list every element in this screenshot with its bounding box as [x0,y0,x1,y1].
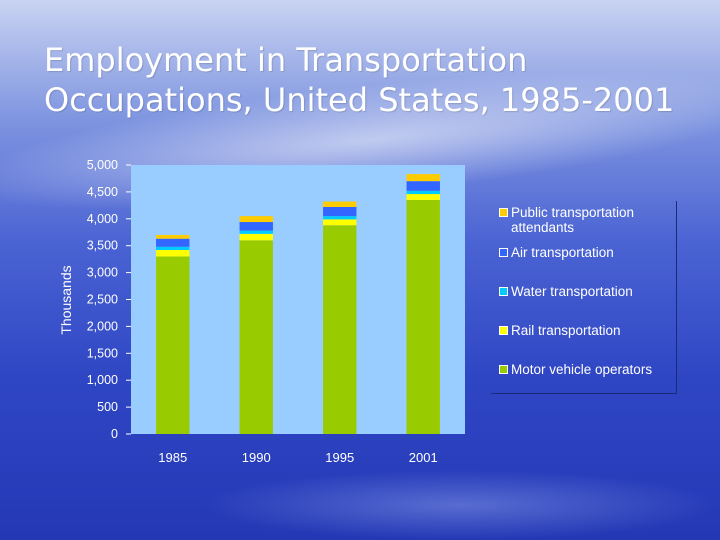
y-tick-label: 0 [111,427,118,441]
legend-swatch [499,248,508,257]
bar-segment [239,216,273,223]
legend-swatch [499,365,508,374]
bar-segment [239,222,273,231]
bar-segment [406,190,440,195]
legend-label: Water transportation [511,284,633,299]
x-tick-label: 2001 [409,450,438,465]
y-tick-label: 3,500 [87,239,118,253]
background-glow-bottom [200,470,720,540]
legend-label: Rail transportation [511,323,621,338]
x-tick-label: 1985 [158,450,187,465]
y-tick-label: 1,000 [87,373,118,387]
slide-title-line2: Occupations, United States, 1985-2001 [44,81,675,119]
x-axis: 1985 1990 1995 2001 [158,450,437,465]
chart-legend: Public transportation attendants Air trans… [491,201,677,394]
bar-segment [406,199,440,434]
bar-segment [323,206,357,217]
bar-segment [323,225,357,434]
x-tick-label: 1990 [242,450,271,465]
bar-segment [323,219,357,226]
y-tick-label: 3,000 [87,266,118,280]
legend-label: Public transportation attendants [511,205,635,235]
y-tick-label: 1,500 [87,346,118,360]
y-tick-label: 4,000 [87,212,118,226]
bars-group [156,174,440,434]
bar-segment [156,250,190,257]
legend-swatch [499,208,508,217]
legend-label: Air transportation [511,245,614,260]
bar-segment [156,234,190,239]
bar-segment [323,201,357,207]
bar-segment [323,216,357,220]
x-tick-label: 1995 [325,450,354,465]
y-tick-label: 500 [97,400,118,414]
bar-segment [406,194,440,200]
y-tick-label: 2,000 [87,319,118,333]
bar-segment [156,246,190,251]
bar-segment [239,240,273,434]
y-axis: 0 500 1,000 1,500 2,000 2,500 3,000 3,500 4,000 4… [87,158,131,441]
y-tick-label: 2,500 [87,293,118,307]
legend-swatch [499,326,508,335]
legend-label: Motor vehicle operators [511,362,653,377]
y-axis-label: Thousands [58,265,74,334]
bar-segment [156,238,190,247]
legend-swatch [499,287,508,296]
slide-title: Employment in Transportation Occupations… [44,40,684,120]
bar-segment [406,181,440,191]
slide-title-line1: Employment in Transportation [44,41,528,79]
y-tick-label: 4,500 [87,185,118,199]
bar-segment [406,174,440,182]
y-tick-label: 5,000 [87,158,118,172]
bar-segment [239,233,273,241]
bar-segment [156,256,190,434]
bar-segment [239,230,273,234]
